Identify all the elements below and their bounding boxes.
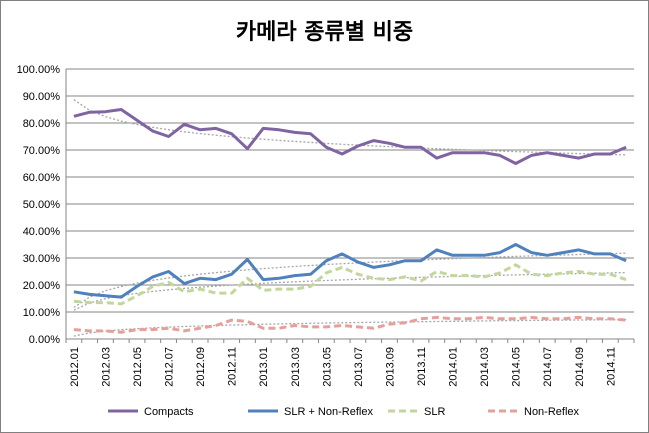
x-tick-label: 2014.07	[542, 347, 554, 387]
series-line-compacts	[73, 108, 627, 165]
series-line-slr	[73, 263, 627, 306]
x-tick-label: 2014.05	[511, 347, 523, 387]
legend-label-non-reflex: Non-Reflex	[524, 406, 580, 418]
y-tick-label: 90.00%	[23, 91, 61, 103]
x-tick-label: 2013.11	[416, 347, 428, 386]
x-tick-label: 2013.03	[290, 347, 302, 387]
x-tick-label: 2012.05	[132, 347, 144, 387]
legend-label-slr-non-reflex: SLR + Non-Reflex	[284, 406, 373, 418]
series-line-slr-non-reflex	[73, 243, 627, 299]
x-tick-label: 2012.11	[227, 347, 239, 386]
x-tick-label: 2013.09	[384, 347, 396, 387]
y-tick-label: 10.00%	[23, 307, 61, 319]
chart-title: 카메라 종류별 비중	[235, 20, 414, 45]
x-tick-label: 2013.07	[353, 347, 365, 387]
gridlines	[66, 68, 634, 340]
y-tick-label: 40.00%	[23, 226, 61, 238]
trendlines	[73, 99, 627, 337]
x-tick-label: 2014.01	[448, 347, 460, 387]
x-tick-label: 2012.03	[100, 347, 112, 387]
x-tick-labels: 2012.01 2012.03 2012.05 2012.07 2012.09 2012.…	[69, 347, 617, 387]
y-tick-label: 0.00%	[29, 334, 60, 346]
y-tick-label: 80.00%	[23, 118, 61, 130]
x-tick-label: 2014.09	[574, 347, 586, 387]
series-line-non-reflex	[73, 315, 627, 334]
legend: Compacts SLR + Non-Reflex SLR Non-Reflex	[108, 406, 580, 418]
series-lines	[73, 108, 627, 334]
x-tick-label: 2012.07	[164, 347, 176, 387]
trendline	[73, 252, 627, 309]
y-tick-label: 50.00%	[23, 199, 61, 211]
y-tick-label: 70.00%	[23, 145, 61, 157]
y-tick-labels: 0.00% 10.00% 20.00% 30.00% 40.00% 50.00% 60.00…	[17, 64, 61, 346]
y-tick-label: 20.00%	[23, 280, 61, 292]
x-tick-label: 2013.01	[258, 347, 270, 387]
legend-label-slr: SLR	[424, 406, 445, 418]
y-tick-label: 30.00%	[23, 253, 61, 265]
x-tick-label: 2014.03	[479, 347, 491, 387]
legend-label-compacts: Compacts	[144, 406, 194, 418]
y-tick-label: 100.00%	[17, 64, 61, 76]
trendline	[73, 271, 627, 311]
x-tick-label: 2012.01	[69, 347, 81, 387]
x-tick-label: 2014.11	[605, 347, 617, 386]
x-tick-label: 2013.05	[321, 347, 333, 387]
trendline	[73, 99, 627, 156]
y-tick-label: 60.00%	[23, 172, 61, 184]
x-tick-label: 2012.09	[195, 347, 207, 387]
axes	[65, 69, 635, 343]
